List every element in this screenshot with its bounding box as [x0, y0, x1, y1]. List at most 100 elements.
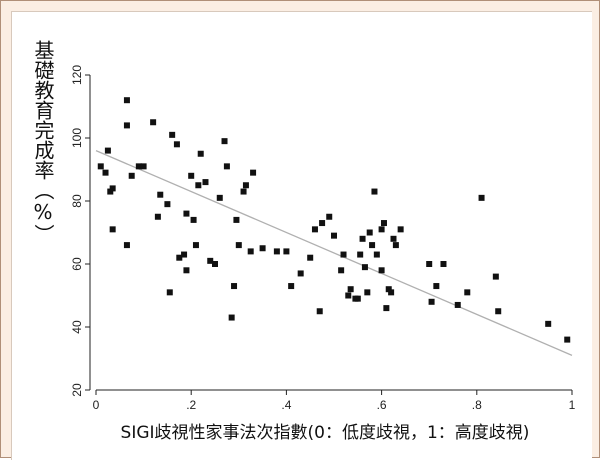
data-point: [123, 242, 130, 249]
data-point: [183, 267, 190, 274]
data-point: [104, 147, 111, 154]
data-point: [250, 169, 257, 176]
y-tick-label: 80: [70, 194, 84, 208]
figure-panel: [11, 11, 592, 460]
y-axis-label: 基礎教育完成率（%）: [31, 40, 55, 244]
data-point: [380, 220, 387, 227]
x-tick-label: .4: [281, 398, 291, 412]
data-point: [311, 226, 318, 233]
data-point: [307, 254, 314, 261]
data-point: [283, 248, 290, 255]
data-point: [428, 298, 435, 305]
data-point: [297, 270, 304, 277]
data-point: [273, 248, 280, 255]
data-point: [426, 261, 433, 267]
data-point: [212, 261, 218, 267]
data-point: [235, 242, 242, 249]
data-point: [207, 257, 214, 264]
data-point: [123, 97, 130, 104]
data-point: [197, 150, 204, 157]
data-point: [364, 289, 371, 296]
data-point: [166, 289, 173, 296]
data-point: [347, 286, 354, 293]
data-point: [247, 248, 254, 255]
data-point: [326, 213, 333, 220]
data-point: [564, 336, 571, 343]
data-point: [140, 163, 147, 170]
data-point: [123, 122, 130, 129]
data-point: [176, 254, 183, 261]
x-tick-label: .8: [472, 398, 482, 412]
data-point: [433, 283, 440, 290]
data-point: [259, 245, 266, 252]
data-point: [392, 242, 399, 249]
data-point: [157, 191, 164, 198]
data-point: [492, 273, 499, 280]
x-tick-label: .2: [186, 398, 196, 412]
data-point: [109, 226, 116, 233]
data-point: [361, 264, 368, 271]
data-point: [369, 242, 376, 249]
data-point: [397, 226, 404, 233]
fit-line: [95, 150, 573, 356]
data-point: [173, 141, 180, 148]
data-point: [164, 201, 171, 208]
data-point: [390, 235, 397, 242]
data-point: [135, 163, 142, 170]
x-tick-label: 1: [569, 398, 576, 412]
y-tick-label: 120: [70, 65, 84, 85]
data-point: [440, 261, 447, 267]
data-point: [454, 301, 461, 308]
data-point: [102, 169, 109, 176]
data-point: [545, 320, 552, 327]
data-point: [478, 194, 485, 201]
data-point: [154, 213, 161, 220]
data-point: [228, 314, 235, 321]
data-point: [385, 286, 392, 293]
data-point: [183, 210, 190, 217]
data-point: [331, 232, 337, 239]
data-point: [464, 289, 471, 296]
data-point: [340, 251, 347, 258]
data-point: [378, 226, 385, 233]
data-point: [188, 172, 195, 179]
data-point: [357, 251, 364, 258]
data-point: [373, 251, 380, 258]
y-tick-label: 100: [70, 128, 84, 148]
y-tick-label: 20: [70, 383, 84, 397]
data-point: [195, 182, 202, 189]
data-point: [388, 289, 395, 296]
data-point: [495, 308, 502, 315]
data-point: [181, 251, 188, 258]
y-tick-label: 60: [70, 257, 84, 271]
data-point: [169, 131, 176, 138]
data-point: [202, 179, 209, 186]
x-tick-label: .6: [377, 398, 387, 412]
x-tick-label: 0: [93, 398, 100, 412]
data-point: [107, 188, 114, 195]
data-point: [97, 163, 104, 170]
y-tick-label: 40: [70, 320, 84, 334]
data-point: [216, 194, 223, 201]
data-point: [242, 182, 249, 189]
data-point: [378, 267, 385, 274]
x-axis-label: SIGI歧視性家事法次指數(0：低度歧視，1：高度歧視): [120, 423, 530, 443]
data-point: [345, 292, 352, 299]
data-point: [192, 242, 199, 249]
data-point: [233, 216, 240, 223]
data-point: [316, 308, 323, 315]
data-point: [319, 220, 326, 227]
data-point: [221, 138, 228, 145]
data-point: [354, 295, 361, 302]
data-point: [128, 172, 135, 179]
data-point: [190, 216, 197, 223]
data-point: [223, 163, 230, 170]
data-point: [150, 119, 157, 126]
data-point: [231, 283, 238, 290]
data-point: [240, 188, 247, 195]
data-point: [288, 283, 295, 290]
data-point: [109, 185, 116, 192]
data-point: [359, 235, 366, 242]
